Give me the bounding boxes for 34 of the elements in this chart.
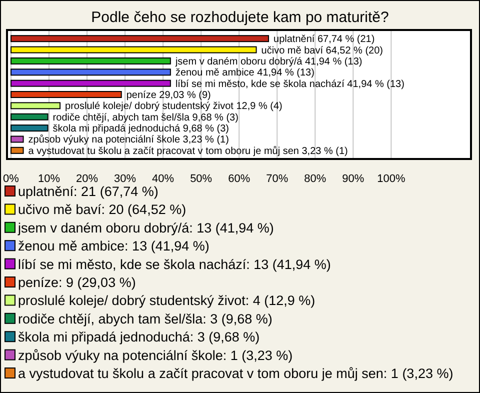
legend-label: proslulé koleje/ dobrý studentský život: 4 (12,9 %)	[18, 293, 316, 308]
x-tick-label: 80%	[304, 173, 326, 185]
data-label: učivo mě baví 64,52 % (20)	[261, 45, 384, 56]
data-label: uplatnění 67,74 % (21)	[274, 34, 375, 46]
chart-title: Podle čeho se rozhodujete kam po maturitě?	[91, 9, 389, 26]
data-label: způsob výuky na potenciální škole 3,23 % (1)	[28, 134, 229, 146]
legend-label: a vystudovat tu školu a začít pracovat v tom oboru je můj sen: 1 (3,23 %)	[18, 366, 454, 381]
x-tick-label: 40%	[152, 173, 174, 185]
x-tick-label: 90%	[342, 173, 364, 185]
x-tick-label: 100%	[377, 173, 406, 185]
data-label: a vystudovat tu školu a začít pracovat v tom oboru je můj sen 3,23 % (1)	[28, 144, 348, 157]
x-tick-label: 0%	[3, 173, 20, 185]
legend-label: líbí se mi město, kde se škola nachází: 13 (41,94 %)	[18, 256, 331, 272]
legend-label: rodiče chtějí, abych tam šel/šla: 3 (9,68 %)	[18, 311, 272, 326]
x-tick-label: 60%	[228, 173, 250, 185]
data-label: líbí se mi město, kde se škola nachází 41,94 % (13)	[175, 78, 404, 90]
x-tick-label: 30%	[114, 173, 136, 185]
x-tick-label: 20%	[76, 173, 98, 185]
data-label: rodiče chtějí, abych tam šel/šla 9,68 % (3)	[52, 112, 238, 124]
legend-label: ženou mě ambice: 13 (41,94 %)	[18, 238, 210, 254]
x-tick-label: 10%	[38, 173, 60, 185]
legend-label: učivo mě baví: 20 (64,52 %)	[18, 202, 186, 218]
legend-label: peníze: 9 (29,03 %)	[18, 275, 136, 290]
x-tick-label: 70%	[266, 173, 288, 185]
x-tick-label: 50%	[190, 173, 212, 185]
data-label: jsem v daném oboru dobrý/á 41,94 % (13)	[174, 56, 362, 68]
data-label: proslulé koleje/ dobrý studentský život 12,9 % (4)	[65, 101, 282, 112]
legend-label: jsem v daném oboru dobrý/á: 13 (41,94 %)	[17, 220, 274, 236]
data-label: ženou mě ambice 41,94 % (13)	[175, 68, 314, 79]
legend-label: uplatnění: 21 (67,74 %)	[18, 184, 158, 199]
data-label: škola mi připadá jednoduchá 9,68 % (3)	[52, 124, 230, 135]
legend-label: způsob výuky na potenciální škole: 1 (3,23 %)	[18, 348, 293, 363]
data-label: peníze 29,03 % (9)	[126, 90, 211, 101]
legend-label: škola mi připadá jednoduchá: 3 (9,68 %)	[18, 330, 260, 345]
